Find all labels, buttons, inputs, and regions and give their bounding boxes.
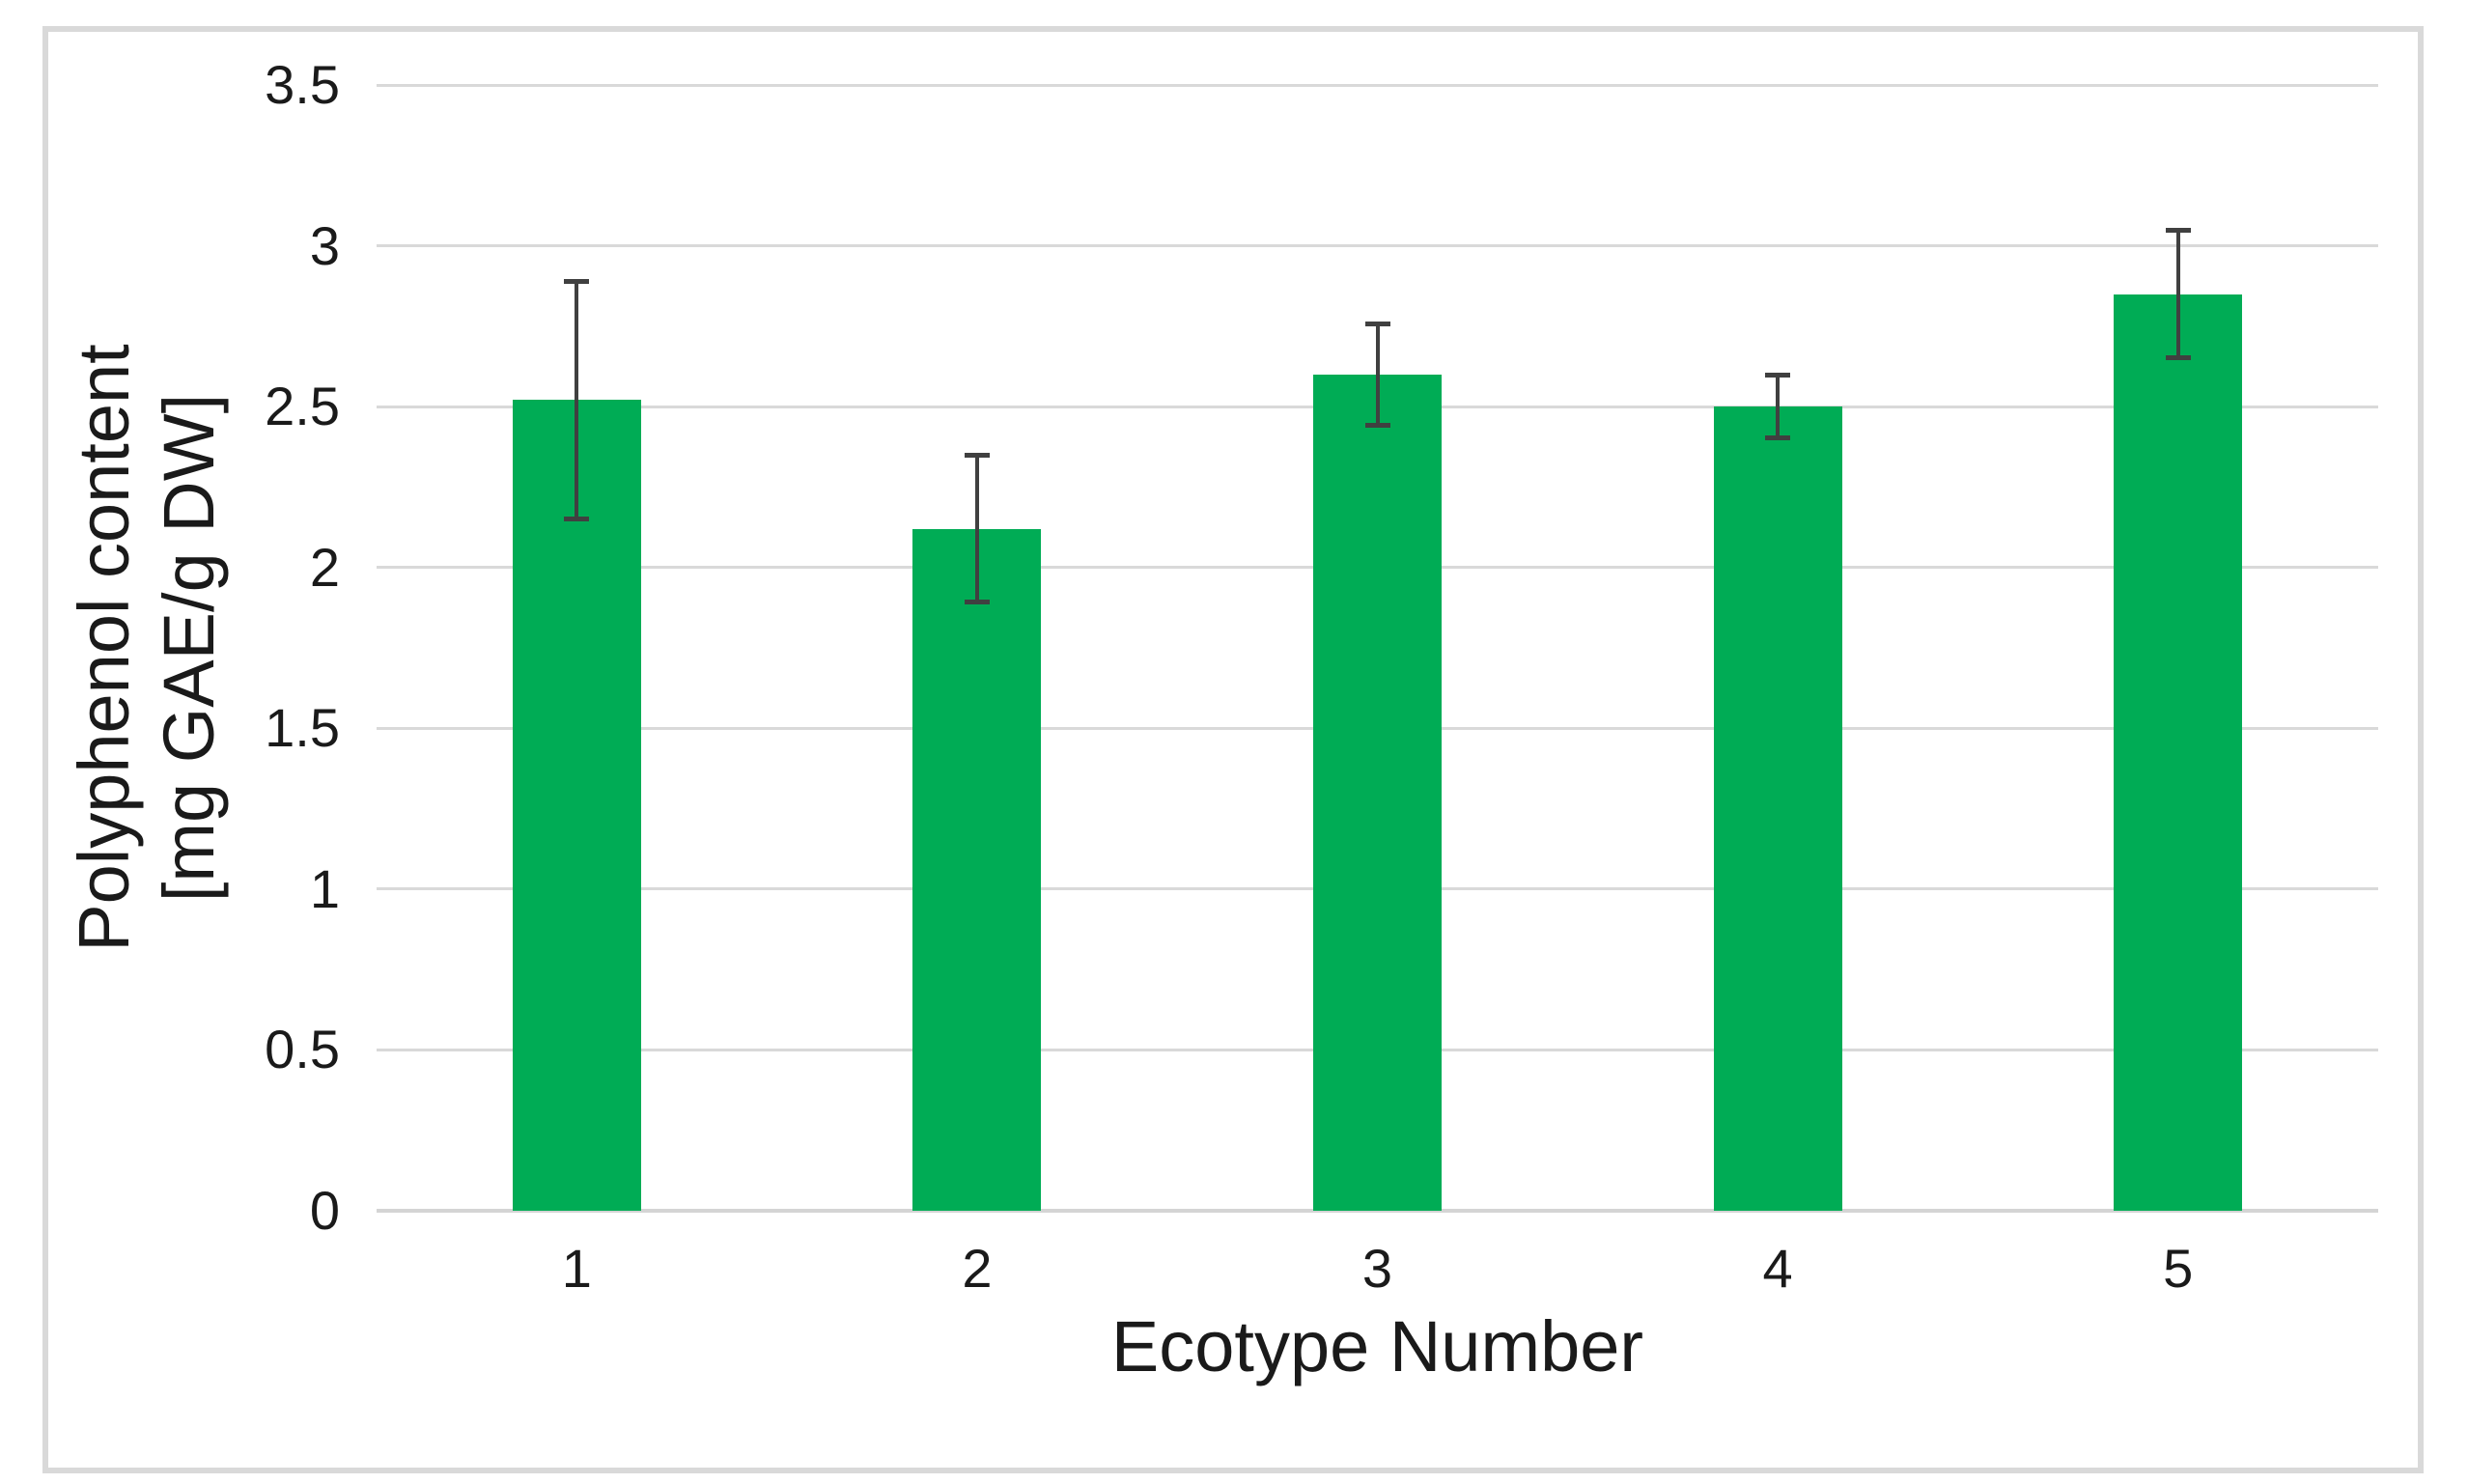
error-bar-cap-top xyxy=(2165,227,2191,233)
error-bar-cap-bottom xyxy=(1364,423,1390,429)
error-bar-cap-bottom xyxy=(2165,355,2191,361)
y-tick-label: 2 xyxy=(309,536,340,598)
x-tick-label: 3 xyxy=(1361,1238,1393,1299)
x-axis-title: Ecotype Number xyxy=(1110,1306,1644,1386)
bar xyxy=(1713,406,1842,1211)
error-bar-cap-top xyxy=(1364,321,1390,326)
bar xyxy=(512,400,641,1211)
y-tick-label: 0.5 xyxy=(265,1019,340,1080)
gridline xyxy=(377,244,2378,248)
error-bar-cap-top xyxy=(1765,372,1791,378)
y-tick-label: 3.5 xyxy=(265,54,340,115)
bar xyxy=(2114,294,2243,1211)
gridline xyxy=(377,83,2378,87)
error-bar-line xyxy=(1375,322,1380,427)
x-tick-label: 1 xyxy=(561,1238,592,1299)
figure-border xyxy=(42,26,2424,1473)
x-tick-label: 4 xyxy=(1762,1238,1793,1299)
y-tick-label: 1 xyxy=(309,857,340,919)
y-tick-label: 3 xyxy=(309,214,340,276)
error-bar-line xyxy=(2175,229,2180,359)
error-bar-line xyxy=(1776,374,1781,439)
bar xyxy=(1313,374,1442,1211)
error-bar-cap-bottom xyxy=(1765,435,1791,441)
x-axis-line xyxy=(377,1209,2378,1213)
y-tick-label: 2.5 xyxy=(265,376,340,437)
error-bar-cap-top xyxy=(964,453,990,459)
y-tick-label: 0 xyxy=(309,1180,340,1241)
error-bar-cap-bottom xyxy=(964,600,990,605)
error-bar-line xyxy=(575,281,579,519)
error-bar-line xyxy=(974,455,979,603)
x-tick-label: 5 xyxy=(2163,1238,2194,1299)
bar xyxy=(912,528,1042,1211)
x-tick-label: 2 xyxy=(962,1238,993,1299)
y-tick-label: 1.5 xyxy=(265,697,340,759)
plot-area xyxy=(377,83,2378,1213)
error-bar-cap-top xyxy=(564,279,590,285)
error-bar-cap-bottom xyxy=(564,516,590,521)
